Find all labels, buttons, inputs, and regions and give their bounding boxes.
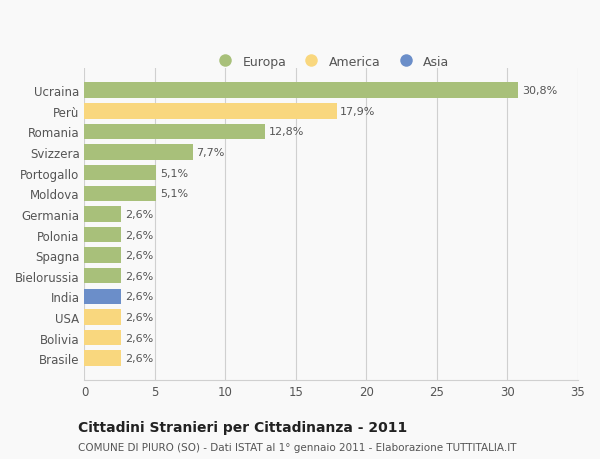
Legend: Europa, America, Asia: Europa, America, Asia [208, 50, 454, 73]
Bar [85, 289, 121, 304]
Bar [85, 166, 157, 181]
Bar [85, 104, 337, 119]
Text: 2,6%: 2,6% [125, 251, 153, 261]
Bar [85, 124, 265, 140]
Text: 5,1%: 5,1% [160, 168, 188, 178]
Bar [85, 269, 121, 284]
Text: 12,8%: 12,8% [268, 127, 304, 137]
Bar [85, 330, 121, 346]
Bar [85, 186, 157, 202]
Bar [85, 351, 121, 366]
Text: 2,6%: 2,6% [125, 271, 153, 281]
Text: 17,9%: 17,9% [340, 106, 376, 117]
Text: 30,8%: 30,8% [522, 86, 557, 96]
Text: 2,6%: 2,6% [125, 312, 153, 322]
Text: 2,6%: 2,6% [125, 230, 153, 240]
Text: COMUNE DI PIURO (SO) - Dati ISTAT al 1° gennaio 2011 - Elaborazione TUTTITALIA.I: COMUNE DI PIURO (SO) - Dati ISTAT al 1° … [78, 442, 517, 452]
Text: 2,6%: 2,6% [125, 209, 153, 219]
Text: 2,6%: 2,6% [125, 292, 153, 302]
Bar [85, 227, 121, 243]
Text: 5,1%: 5,1% [160, 189, 188, 199]
Text: 2,6%: 2,6% [125, 353, 153, 364]
Text: 2,6%: 2,6% [125, 333, 153, 343]
Bar [85, 207, 121, 222]
Bar [85, 248, 121, 263]
Text: Cittadini Stranieri per Cittadinanza - 2011: Cittadini Stranieri per Cittadinanza - 2… [78, 420, 407, 434]
Bar [85, 83, 518, 99]
Bar [85, 309, 121, 325]
Text: 7,7%: 7,7% [196, 148, 225, 158]
Bar [85, 145, 193, 161]
